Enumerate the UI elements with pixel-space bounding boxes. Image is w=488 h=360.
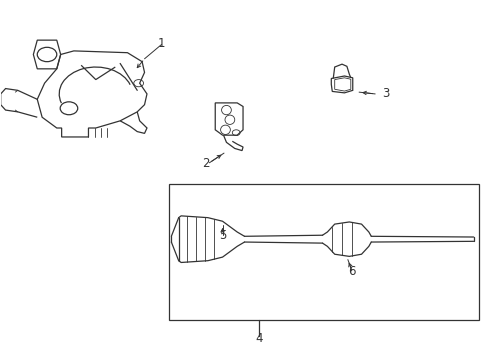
Text: 5: 5 <box>219 229 226 242</box>
Text: 2: 2 <box>202 157 209 170</box>
Text: 3: 3 <box>382 87 389 100</box>
Text: 1: 1 <box>158 37 165 50</box>
Text: 6: 6 <box>347 265 355 278</box>
Bar <box>168 184 478 320</box>
Text: 4: 4 <box>255 332 263 345</box>
